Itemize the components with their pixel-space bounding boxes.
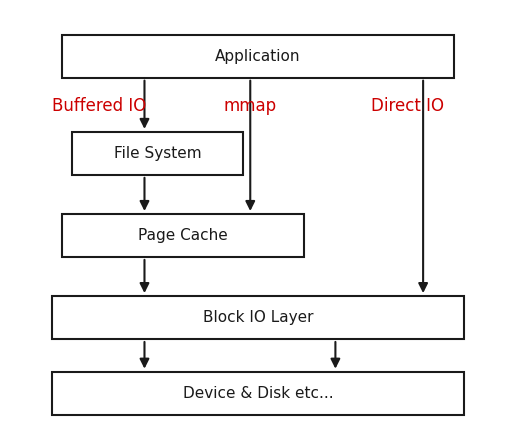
Text: Page Cache: Page Cache — [138, 228, 228, 243]
Text: File System: File System — [114, 146, 201, 161]
Text: Direct IO: Direct IO — [371, 97, 444, 115]
Text: Application: Application — [215, 49, 301, 64]
Bar — [62, 35, 454, 78]
Text: Device & Disk etc...: Device & Disk etc... — [183, 386, 333, 400]
Bar — [52, 296, 464, 339]
Text: mmap: mmap — [224, 97, 277, 115]
Bar — [62, 214, 304, 257]
Text: Buffered IO: Buffered IO — [52, 97, 146, 115]
Text: Block IO Layer: Block IO Layer — [203, 310, 313, 325]
Bar — [52, 372, 464, 415]
Bar — [72, 132, 243, 175]
